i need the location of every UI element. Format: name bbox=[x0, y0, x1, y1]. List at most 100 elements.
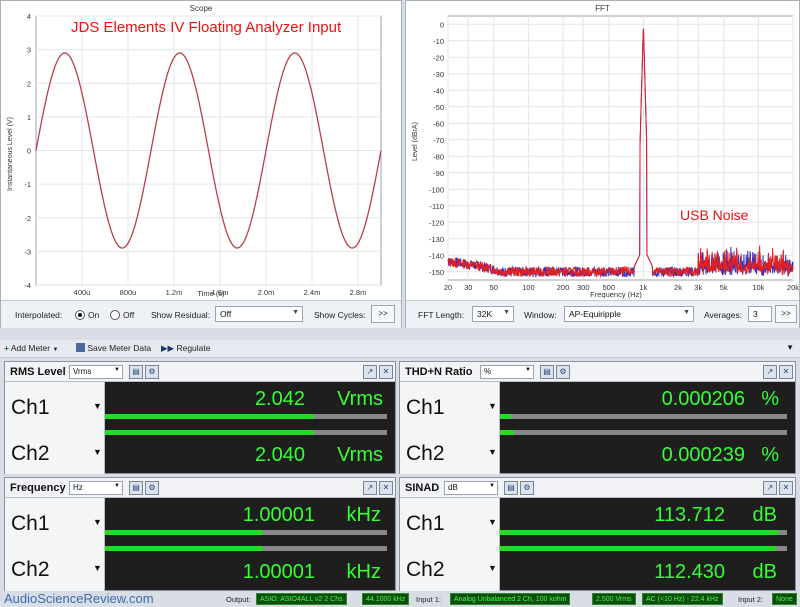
ch2-unit: % bbox=[761, 444, 779, 466]
ch1-selector[interactable]: Ch1 ▼ bbox=[5, 382, 105, 438]
ch2-label: Ch2 bbox=[11, 442, 50, 465]
ch1-level-bar bbox=[105, 530, 387, 535]
meter-options-icon[interactable]: ▤ bbox=[540, 365, 554, 379]
fft-x-tick: 10k bbox=[752, 283, 764, 292]
ch1-unit: dB bbox=[752, 504, 777, 526]
close-icon[interactable]: ✕ bbox=[379, 365, 393, 379]
meter-title: RMS Level bbox=[10, 366, 66, 378]
interpolated-off-label: Off bbox=[123, 310, 135, 320]
ch2-selector[interactable]: Ch2 ▼ bbox=[5, 554, 105, 591]
scope-y-tick: -1 bbox=[24, 180, 31, 189]
averages-input[interactable]: 3 bbox=[748, 306, 772, 322]
ch2-selector[interactable]: Ch2 ▼ bbox=[400, 438, 500, 474]
meter-title: THD+N Ratio bbox=[405, 366, 473, 378]
output-label: Output: bbox=[226, 595, 251, 604]
scope-y-tick: 2 bbox=[27, 79, 31, 88]
fft-y-tick: -10 bbox=[433, 37, 444, 46]
chevron-down-icon: ▼ bbox=[114, 483, 120, 489]
meter-unit-select[interactable]: % ▼ bbox=[480, 365, 534, 379]
meter-title: SINAD bbox=[405, 482, 440, 494]
input1-range[interactable]: 2.500 Vrms bbox=[592, 593, 636, 605]
fft-length-select[interactable]: 32K ▼ bbox=[472, 306, 514, 322]
scope-chart: 4 3 2 1 0 -1 -2 -3 -4 400u 800u 1.2m 1.6m 2.0m 2.4m 2.… bbox=[24, 12, 382, 297]
show-residual-select[interactable]: Off ▼ bbox=[215, 306, 303, 322]
fft-controls: FFT Length: 32K ▼ Window: AP-Equiripple … bbox=[406, 300, 799, 328]
chevron-down-icon: ▼ bbox=[93, 563, 102, 573]
gear-icon[interactable]: ⚙ bbox=[145, 481, 159, 495]
chevron-down-icon: ▼ bbox=[683, 309, 690, 316]
ch2-unit: dB bbox=[752, 561, 777, 583]
fft-x-tick: 300 bbox=[577, 283, 590, 292]
close-icon[interactable]: ✕ bbox=[779, 481, 793, 495]
save-meter-data-label: Save Meter Data bbox=[87, 343, 152, 353]
fft-x-tick: 200 bbox=[557, 283, 570, 292]
gear-icon[interactable]: ⚙ bbox=[556, 365, 570, 379]
scope-x-tick: 400u bbox=[74, 288, 91, 297]
scope-y-tick: 0 bbox=[27, 147, 31, 156]
regulate-button[interactable]: ▶▶ Regulate bbox=[161, 343, 210, 354]
scope-more-button[interactable]: >> bbox=[371, 305, 395, 323]
popout-icon[interactable]: ↗ bbox=[363, 365, 377, 379]
fft-y-tick: -20 bbox=[433, 53, 444, 62]
ch1-selector[interactable]: Ch1 ▼ bbox=[400, 498, 500, 554]
averages-label: Averages: bbox=[704, 310, 743, 320]
meter-unit-select[interactable]: Vrms ▼ bbox=[69, 365, 123, 379]
ch2-selector[interactable]: Ch2 ▼ bbox=[5, 438, 105, 474]
scope-y-tick: 4 bbox=[27, 12, 31, 21]
window-select[interactable]: AP-Equiripple ▼ bbox=[564, 306, 694, 322]
chevron-down-icon: ▼ bbox=[525, 367, 531, 373]
meter-options-icon[interactable]: ▤ bbox=[129, 481, 143, 495]
meter-options-icon[interactable]: ▤ bbox=[504, 481, 518, 495]
input1-device[interactable]: Analog Unbalanced 2 Ch, 100 kohm bbox=[450, 593, 571, 605]
interpolated-on-radio[interactable] bbox=[75, 310, 85, 320]
meter-unit-select[interactable]: Hz ▼ bbox=[69, 481, 123, 495]
output-device[interactable]: ASIO: ASIO4ALL v2 2 Chs bbox=[256, 593, 347, 605]
fft-y-tick: -140 bbox=[429, 251, 444, 260]
output-rate[interactable]: 44.1000 kHz bbox=[362, 593, 410, 605]
regulate-label: Regulate bbox=[176, 343, 211, 353]
close-icon[interactable]: ✕ bbox=[379, 481, 393, 495]
ch2-value: 112.430 bbox=[654, 561, 725, 583]
show-residual-value: Off bbox=[220, 309, 232, 319]
thdn-ratio-meter: THD+N Ratio % ▼ ▤ ⚙ ↗ ✕ Ch1 ▼ Ch2 ▼ 0.000… bbox=[399, 361, 796, 474]
ch1-selector[interactable]: Ch1 ▼ bbox=[400, 382, 500, 438]
ch1-value: 113.712 bbox=[654, 504, 725, 526]
scope-x-axis-label: Time (s) bbox=[197, 289, 225, 298]
popout-icon[interactable]: ↗ bbox=[763, 365, 777, 379]
gear-icon[interactable]: ⚙ bbox=[145, 365, 159, 379]
ch1-selector[interactable]: Ch1 ▼ bbox=[5, 498, 105, 554]
ch2-value: 1.00001 bbox=[242, 561, 315, 583]
scope-y-tick: -3 bbox=[24, 247, 31, 256]
gear-icon[interactable]: ⚙ bbox=[520, 481, 534, 495]
save-meter-data-button[interactable]: Save Meter Data bbox=[76, 343, 151, 353]
meter-unit-value: Vrms bbox=[73, 367, 92, 376]
fft-y-tick: -80 bbox=[433, 152, 444, 161]
popout-icon[interactable]: ↗ bbox=[763, 481, 777, 495]
ch2-level-bar bbox=[500, 430, 787, 435]
popout-icon[interactable]: ↗ bbox=[363, 481, 377, 495]
chevron-down-icon: ▼ bbox=[488, 447, 497, 457]
chevron-down-icon: ▼ bbox=[488, 517, 497, 527]
chevron-down-icon: ▼ bbox=[52, 347, 59, 353]
scope-x-tick: 1.6m bbox=[212, 288, 229, 297]
ch2-unit: kHz bbox=[346, 561, 381, 583]
meter-options-icon[interactable]: ▤ bbox=[129, 365, 143, 379]
input1-filter[interactable]: AC (<10 Hz) - 22.4 kHz bbox=[642, 593, 723, 605]
chevron-down-icon: ▼ bbox=[93, 447, 102, 457]
collapse-chevron-icon[interactable]: ▼ bbox=[786, 343, 794, 352]
input2-value[interactable]: None bbox=[772, 593, 797, 605]
meter-unit-select[interactable]: dB ▼ bbox=[444, 481, 498, 495]
add-meter-button[interactable]: + Add Meter ▼ bbox=[4, 343, 58, 353]
rms-level-meter: RMS Level Vrms ▼ ▤ ⚙ ↗ ✕ Ch1 ▼ Ch2 ▼ 2.04… bbox=[4, 361, 396, 474]
fft-y-tick: -60 bbox=[433, 119, 444, 128]
fft-trace-red bbox=[447, 28, 794, 279]
fft-more-button[interactable]: >> bbox=[775, 305, 797, 323]
fft-x-tick: 100 bbox=[522, 283, 535, 292]
ch2-selector[interactable]: Ch2 ▼ bbox=[400, 554, 500, 591]
interpolated-off-radio[interactable] bbox=[110, 310, 120, 320]
fft-length-value: 32K bbox=[477, 309, 493, 319]
scope-y-tick: 3 bbox=[27, 46, 31, 55]
close-icon[interactable]: ✕ bbox=[779, 365, 793, 379]
meter-unit-value: dB bbox=[448, 483, 458, 492]
ch1-value: 2.042 bbox=[254, 388, 305, 410]
